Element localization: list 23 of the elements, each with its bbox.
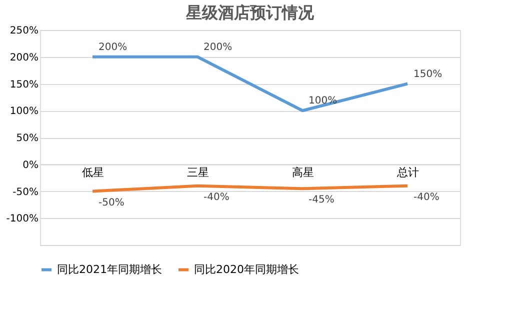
legend-label: 同比2021年同期增长 [57, 262, 162, 276]
legend-label: 同比2020年同期增长 [194, 262, 299, 276]
y-tick-label: 0% [22, 160, 38, 171]
x-tick-label: 低星 [82, 166, 104, 179]
data-label: -50% [98, 197, 124, 208]
data-label: 100% [308, 96, 338, 107]
x-tick-label: 三星 [187, 166, 209, 179]
data-label: -40% [414, 192, 440, 203]
y-tick-label: 250% [10, 26, 38, 36]
y-tick-label: -100% [6, 214, 38, 225]
data-label: 200% [204, 42, 232, 53]
data-label: 200% [98, 42, 128, 53]
x-tick-label: 高星 [292, 166, 314, 179]
chart-title: 星级酒店预订情况 [185, 3, 315, 22]
data-label: -45% [308, 194, 334, 206]
y-tick-label: 100% [10, 106, 38, 118]
data-label: -40% [204, 192, 230, 203]
y-tick-label: 200% [10, 52, 38, 64]
y-tick-label: 50% [16, 133, 38, 144]
x-tick-label: 总计 [396, 166, 419, 179]
y-tick-label: -50% [12, 186, 38, 198]
data-label: 150% [414, 68, 442, 80]
y-tick-label: 150% [10, 79, 38, 90]
